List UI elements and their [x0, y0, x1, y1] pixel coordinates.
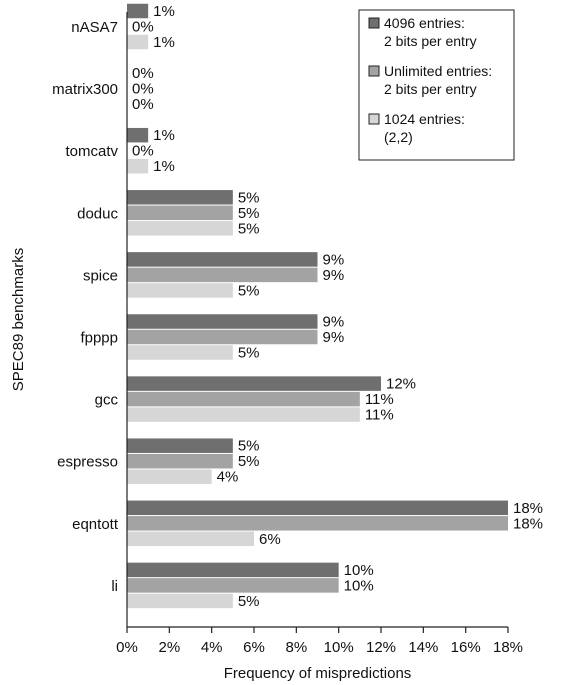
legend-swatch-3 — [368, 113, 380, 125]
data-label: 0% — [132, 19, 154, 36]
data-label: 5% — [238, 205, 260, 222]
data-label: 1% — [153, 34, 175, 51]
x-tick-label: 0% — [116, 639, 138, 656]
x-ticks-layer: 0% 2% 4% 6% 8% 10% 12% 14% 16% 18% — [116, 627, 523, 656]
legend-label: Unlimited entries: — [384, 63, 492, 79]
bar-espresso-series-1 — [127, 438, 233, 453]
data-label: 0% — [132, 65, 154, 82]
x-tick-label: 4% — [201, 639, 223, 656]
data-label: 5% — [238, 345, 260, 362]
category-label: fpppp — [80, 330, 118, 347]
bar-fpppp-series-3 — [127, 345, 233, 360]
data-label: 9% — [323, 267, 345, 284]
data-label: 10% — [344, 562, 374, 579]
bar-eqntott-series-1 — [127, 500, 508, 516]
data-label: 1% — [153, 158, 175, 175]
bar-gcc-series-2 — [127, 391, 360, 407]
data-label: 4% — [217, 469, 239, 486]
x-tick-label: 6% — [243, 639, 265, 656]
bar-spice-series-2 — [127, 267, 318, 283]
bar-fpppp-series-2 — [127, 329, 318, 345]
x-tick-label: 8% — [285, 639, 307, 656]
data-label: 1% — [153, 3, 175, 20]
data-label: 5% — [238, 282, 260, 299]
legend-label: 2 bits per entry — [384, 33, 477, 49]
category-labels-layer: nASA7 matrix300 tomcatv doduc spice fpppp gcc e… — [52, 19, 119, 595]
category-label: eqntott — [72, 516, 119, 533]
data-label: 5% — [238, 220, 260, 237]
bar-nASA7-series-3 — [127, 34, 149, 50]
x-tick-label: 10% — [324, 639, 354, 656]
category-label: espresso — [57, 454, 118, 471]
bar-eqntott-series-2 — [127, 516, 508, 531]
data-label: 5% — [238, 593, 260, 610]
x-tick-label: 14% — [408, 639, 438, 656]
data-label: 18% — [513, 500, 543, 517]
x-tick-label: 18% — [493, 639, 523, 656]
category-label: nASA7 — [71, 19, 118, 36]
data-label: 10% — [344, 577, 374, 594]
data-label: 9% — [323, 314, 345, 331]
category-label: doduc — [77, 205, 118, 222]
data-labels-layer: 1%0%1%0%0%0%1%0%1%5%5%5%9%9%5%9%9%5%12%1… — [132, 3, 543, 610]
data-label: 11% — [365, 391, 394, 408]
category-label: gcc — [95, 392, 119, 409]
y-axis-title: SPEC89 benchmarks — [10, 248, 27, 391]
bar-gcc-series-3 — [127, 407, 360, 422]
legend-label: 1024 entries: — [384, 111, 465, 127]
bar-espresso-series-3 — [127, 469, 212, 484]
x-tick-label: 16% — [451, 639, 481, 656]
x-tick-label: 12% — [366, 639, 396, 656]
data-label: 12% — [386, 376, 416, 393]
bar-eqntott-series-3 — [127, 531, 254, 547]
bar-doduc-series-3 — [127, 221, 233, 236]
x-axis-title: Frequency of mispredictions — [224, 665, 412, 682]
category-label: spice — [83, 267, 118, 284]
data-label: 5% — [238, 189, 260, 206]
data-label: 9% — [323, 329, 345, 346]
data-label: 6% — [259, 531, 281, 548]
bar-tomcatv-series-3 — [127, 158, 149, 174]
category-label: matrix300 — [52, 81, 118, 98]
data-label: 5% — [238, 438, 260, 455]
bar-gcc-series-1 — [127, 376, 381, 391]
bar-li-series-1 — [127, 562, 339, 578]
bar-spice-series-1 — [127, 252, 318, 267]
data-label: 0% — [132, 81, 154, 98]
bar-doduc-series-2 — [127, 205, 233, 221]
x-tick-label: 2% — [158, 639, 180, 656]
legend: 4096 entries: 2 bits per entry Unlimited e… — [358, 9, 515, 161]
axes-layer — [126, 12, 508, 628]
legend-swatch-1 — [368, 17, 380, 29]
legend-box — [358, 9, 515, 161]
data-label: 18% — [513, 515, 543, 532]
bar-spice-series-3 — [127, 283, 233, 298]
bar-li-series-2 — [127, 578, 339, 593]
data-label: 9% — [323, 251, 345, 268]
data-label: 1% — [153, 127, 175, 144]
category-label: li — [111, 578, 118, 595]
bar-tomcatv-series-1 — [127, 127, 149, 143]
legend-label: (2,2) — [384, 129, 413, 145]
legend-swatch-2 — [368, 65, 380, 77]
category-label: tomcatv — [65, 143, 118, 160]
bar-nASA7-series-1 — [127, 3, 149, 19]
bar-doduc-series-1 — [127, 190, 233, 205]
legend-label: 2 bits per entry — [384, 81, 477, 97]
legend-label: 4096 entries: — [384, 15, 465, 31]
bar-li-series-3 — [127, 593, 233, 609]
bar-fpppp-series-1 — [127, 314, 318, 329]
bars-layer — [127, 3, 508, 609]
data-label: 0% — [132, 143, 154, 160]
data-label: 0% — [132, 96, 154, 113]
bar-espresso-series-2 — [127, 453, 233, 469]
data-label: 11% — [365, 407, 394, 424]
data-label: 5% — [238, 453, 260, 470]
